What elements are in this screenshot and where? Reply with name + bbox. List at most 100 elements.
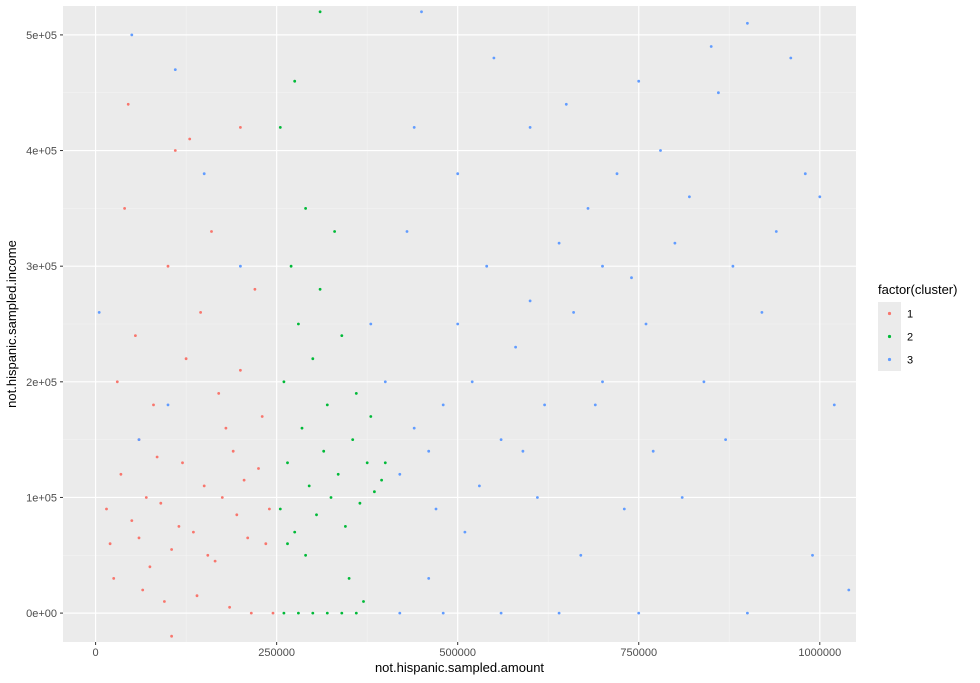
- data-point: [202, 172, 206, 176]
- data-point: [344, 525, 347, 528]
- y-tick-label: 2e+05: [26, 377, 57, 389]
- data-point: [170, 548, 174, 551]
- data-point: [818, 195, 822, 199]
- series-2-points: [278, 10, 387, 615]
- data-point: [803, 172, 807, 176]
- data-point: [470, 380, 474, 384]
- data-point: [383, 380, 387, 384]
- data-point: [557, 611, 561, 615]
- legend-label: 3: [907, 355, 913, 367]
- data-point: [644, 322, 648, 326]
- data-point: [166, 403, 170, 407]
- data-point: [478, 484, 481, 488]
- data-point: [434, 507, 438, 511]
- data-point: [774, 230, 778, 233]
- data-point: [485, 264, 489, 268]
- data-point: [239, 368, 242, 372]
- data-point: [268, 507, 271, 511]
- data-point: [163, 600, 166, 603]
- data-point: [188, 137, 192, 141]
- data-point: [564, 102, 568, 106]
- data-point: [340, 611, 344, 615]
- minor-gridlines: [63, 6, 856, 642]
- data-point: [637, 611, 641, 615]
- data-point: [615, 172, 619, 176]
- series-3-points: [97, 10, 851, 615]
- data-point: [847, 588, 851, 592]
- data-point: [673, 241, 677, 245]
- data-point: [130, 519, 134, 522]
- data-point: [253, 287, 257, 291]
- data-point: [543, 403, 546, 407]
- data-point: [173, 149, 177, 152]
- x-tick-label: 0: [93, 647, 99, 659]
- data-point: [126, 102, 130, 106]
- legend-key-swatch: [887, 311, 892, 316]
- x-tick-label: 750000: [620, 647, 657, 659]
- data-point: [333, 230, 336, 233]
- data-point: [228, 605, 232, 609]
- data-point: [536, 496, 539, 499]
- data-point: [108, 542, 112, 546]
- data-point: [499, 438, 503, 441]
- data-point: [282, 380, 286, 384]
- data-point: [383, 461, 387, 465]
- data-point: [217, 392, 221, 395]
- data-point: [354, 611, 358, 615]
- data-point: [731, 264, 735, 268]
- legend-key-swatch: [887, 334, 892, 339]
- data-point: [141, 588, 145, 592]
- data-point: [286, 542, 289, 546]
- data-point: [492, 56, 496, 60]
- data-point: [593, 403, 597, 407]
- data-point: [365, 461, 369, 465]
- data-point: [362, 600, 365, 603]
- data-point: [242, 478, 246, 482]
- x-axis-ticks: 0 250000 500000 750000 1000000: [93, 642, 841, 659]
- data-point: [601, 264, 604, 268]
- data-point: [134, 334, 137, 337]
- data-point: [144, 496, 148, 499]
- data-point: [325, 611, 329, 615]
- y-tick-label: 0e+00: [26, 608, 57, 620]
- data-point: [717, 91, 720, 95]
- data-point: [441, 403, 445, 407]
- data-point: [572, 311, 575, 314]
- legend-keys: 1 2 3: [878, 302, 913, 371]
- data-point: [271, 611, 275, 615]
- data-point: [637, 79, 641, 83]
- data-point: [220, 496, 224, 499]
- legend-title: factor(cluster): [878, 282, 957, 297]
- data-point: [123, 207, 126, 210]
- data-point: [499, 611, 503, 615]
- data-point: [329, 496, 333, 499]
- data-point: [680, 496, 684, 499]
- data-point: [257, 467, 260, 470]
- major-gridlines: [63, 6, 856, 642]
- data-point: [184, 357, 188, 361]
- data-point: [315, 513, 318, 517]
- data-point: [289, 264, 293, 268]
- data-point: [354, 392, 358, 395]
- data-point: [789, 56, 793, 60]
- data-point: [380, 478, 383, 482]
- data-point: [311, 357, 315, 361]
- data-point: [177, 525, 181, 528]
- data-point: [152, 403, 155, 407]
- data-point: [746, 611, 749, 615]
- data-point: [293, 79, 297, 83]
- data-point: [239, 126, 242, 129]
- y-tick-label: 3e+05: [26, 261, 57, 273]
- data-point: [224, 426, 228, 430]
- data-point: [702, 380, 706, 384]
- data-point: [202, 484, 206, 488]
- data-point: [173, 68, 177, 71]
- data-point: [724, 438, 727, 441]
- data-point: [398, 611, 402, 615]
- data-point: [278, 507, 282, 511]
- data-point: [427, 449, 431, 453]
- data-point: [412, 126, 416, 129]
- data-point: [832, 403, 836, 407]
- data-point: [105, 507, 108, 511]
